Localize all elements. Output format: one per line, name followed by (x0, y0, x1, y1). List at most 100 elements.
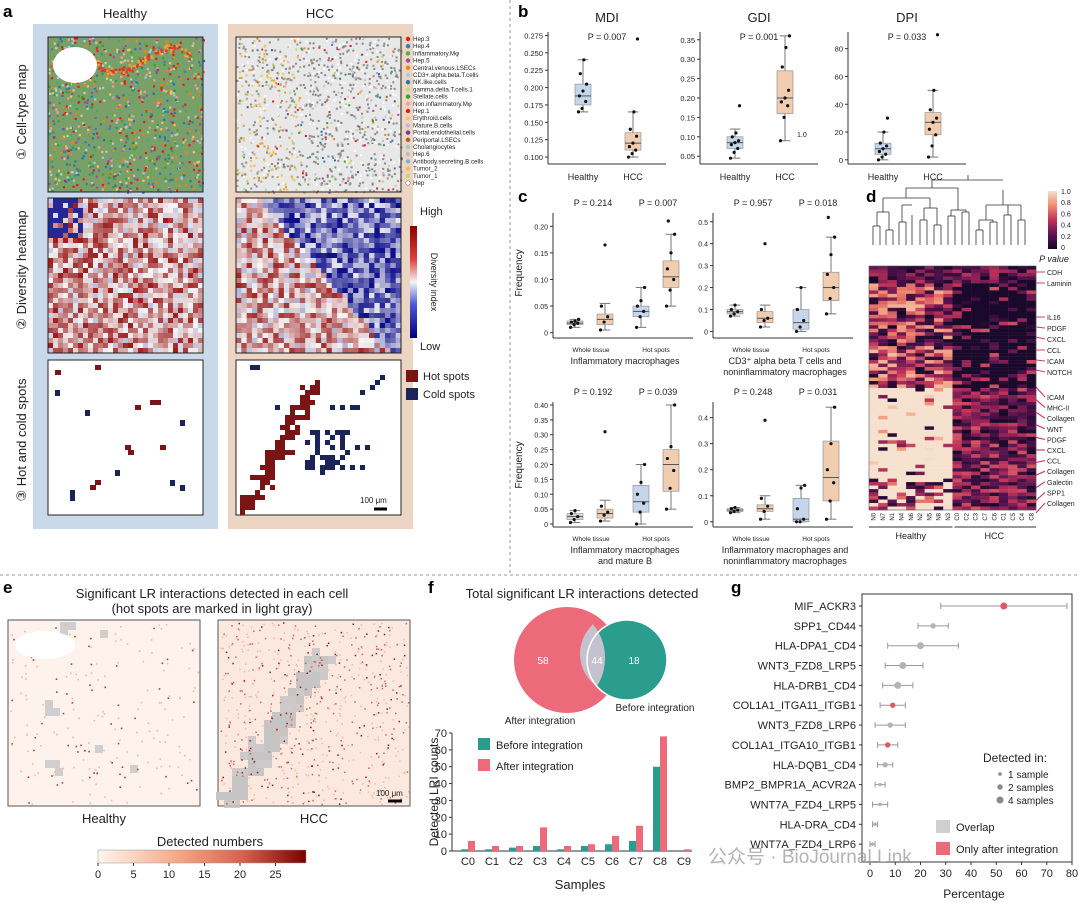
cell-dot (350, 63, 353, 66)
diversity-cell (158, 248, 164, 254)
diversity-cell (168, 218, 174, 224)
cell-dot (250, 169, 253, 172)
diversity-cell (379, 268, 386, 274)
diversity-cell (193, 298, 199, 304)
diversity-cell (83, 293, 89, 299)
cell-dot (128, 118, 131, 121)
diversity-cell (153, 323, 159, 329)
legend-label: Inflammatory.Mφ (413, 50, 459, 57)
diversity-cell (315, 343, 322, 349)
diversity-cell (78, 303, 84, 309)
diversity-cell (138, 333, 144, 339)
diversity-cell (53, 248, 59, 254)
diversity-cell (143, 333, 149, 339)
cell-dot (182, 83, 185, 86)
cell-dot (135, 81, 138, 84)
cell-dot (290, 79, 293, 82)
cell-dot (163, 111, 167, 114)
hot-spot-cell (265, 480, 270, 485)
cell-dot (112, 96, 115, 99)
heatmap-cell (989, 269, 1000, 274)
diversity-cell (113, 203, 119, 209)
cell-dot (296, 56, 299, 59)
cell-dot (181, 144, 184, 147)
cell-dot (320, 130, 323, 133)
y-tick-label: 0.30 (534, 433, 548, 440)
diversity-cell (289, 293, 295, 299)
cell-dot (196, 87, 199, 90)
cold-spot-cell (345, 450, 350, 455)
diversity-cell (369, 223, 375, 229)
diversity-cell (123, 323, 129, 329)
p-value-hot: P = 0.018 (799, 198, 838, 208)
cell-dot (350, 114, 353, 116)
cell-dot (331, 155, 334, 158)
cell-dot (142, 96, 145, 99)
diversity-cell (342, 323, 349, 329)
cell-dot (299, 84, 302, 87)
cell-dot (156, 126, 159, 129)
cell-dot (308, 137, 311, 140)
cell-dot (173, 83, 176, 86)
diversity-cell (294, 203, 301, 209)
cell-dot (169, 73, 172, 76)
cell-dot (88, 132, 91, 135)
cell-dot (86, 85, 89, 88)
cell-dot (95, 90, 98, 93)
cell-dot (185, 183, 188, 187)
diversity-cell (138, 203, 144, 209)
cell-dot (395, 145, 398, 148)
diversity-cell (98, 273, 104, 279)
cell-dot (326, 176, 329, 179)
diversity-cell (138, 338, 144, 344)
cell-dot (339, 95, 342, 98)
cell-dot (194, 161, 197, 164)
cell-dot (305, 103, 308, 106)
cell-dot (344, 73, 347, 76)
cell-dot (100, 69, 104, 73)
diversity-cell (369, 288, 375, 294)
diversity-cell (267, 278, 274, 284)
cell-dot (242, 139, 245, 142)
cell-dot (327, 155, 330, 158)
cell-dot (80, 114, 83, 117)
diversity-cell (178, 238, 184, 244)
diversity-cell (363, 198, 370, 204)
cell-dot (296, 176, 299, 179)
diversity-cell (198, 338, 204, 344)
diversity-cell (278, 298, 285, 304)
cell-dot (305, 115, 307, 117)
cell-dot (302, 176, 305, 179)
cell-dot (391, 175, 394, 178)
cell-dot (192, 96, 195, 99)
cell-dot (255, 130, 258, 133)
diversity-cell (133, 313, 139, 319)
diversity-cell (390, 233, 396, 239)
diversity-cell (390, 218, 396, 224)
cell-dot (103, 69, 106, 72)
diversity-cell (113, 333, 119, 339)
diversity-cell (315, 238, 322, 244)
diversity-cell (294, 208, 301, 214)
cell-dot (367, 107, 370, 110)
cell-dot (292, 99, 294, 102)
diversity-cell (315, 308, 322, 314)
diversity-cell (379, 228, 386, 234)
heatmap-cell (1017, 272, 1027, 277)
cell-dot (128, 114, 131, 117)
cell-dot (117, 96, 121, 100)
cell-dot (312, 101, 314, 104)
cell-dot (146, 176, 150, 179)
cell-dot (200, 138, 203, 141)
heatmap-cell (869, 283, 879, 288)
cell-dot (86, 107, 89, 110)
cell-dot (60, 173, 63, 176)
cell-dot (138, 96, 141, 99)
diversity-cell (337, 328, 343, 334)
cell-dot (190, 58, 193, 61)
heatmap-cell (887, 293, 898, 298)
cell-dot (150, 150, 153, 153)
cell-dot (285, 129, 288, 132)
cell-dot (110, 120, 113, 123)
diversity-cell (183, 268, 189, 274)
